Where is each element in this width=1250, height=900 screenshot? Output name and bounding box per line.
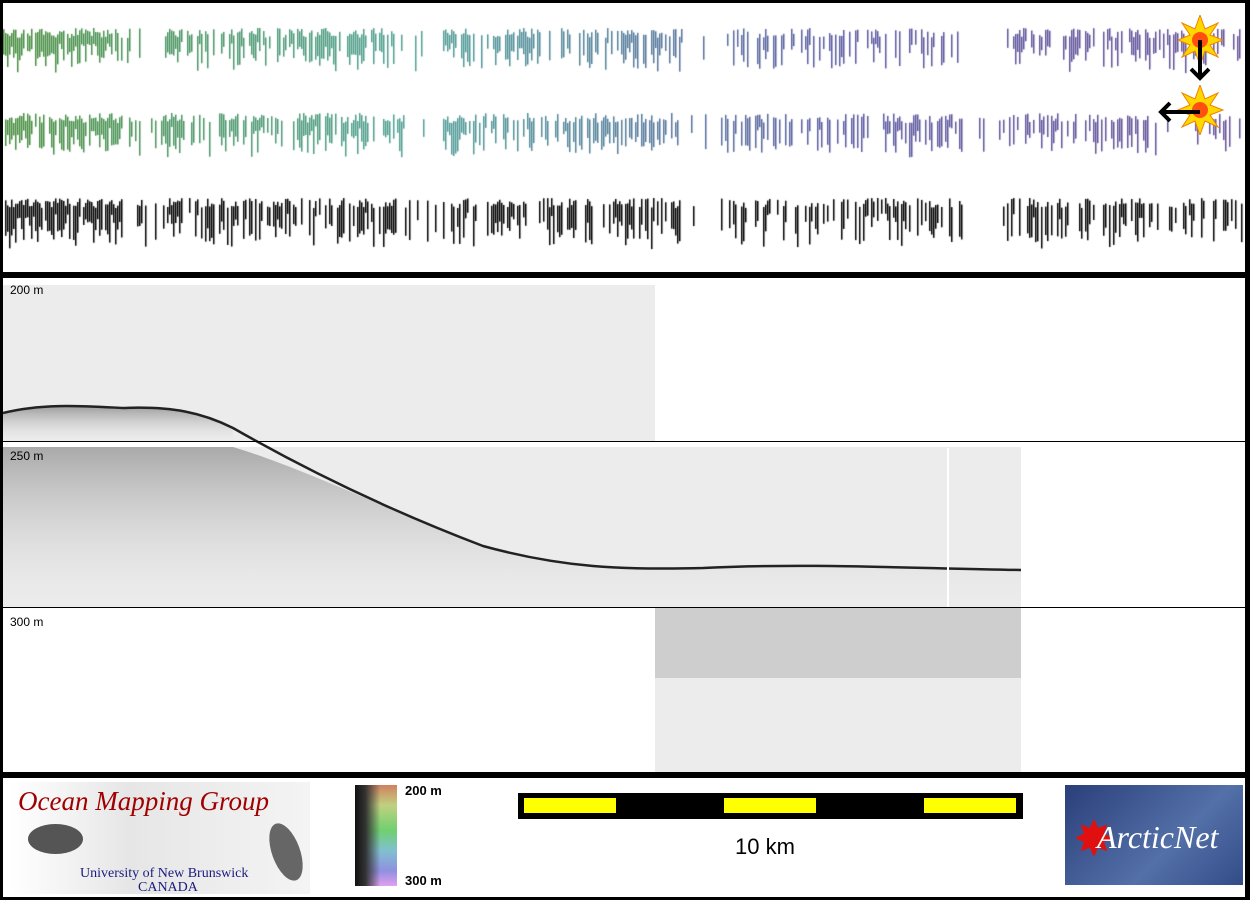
- backscatter-strips-panel: [3, 3, 1245, 272]
- depth-label-200: 200 m: [10, 283, 44, 297]
- depth-label-300: 300 m: [10, 615, 44, 629]
- sun-down-arrow-icon[interactable]: [1178, 15, 1223, 85]
- seafloor-profile: [3, 404, 1022, 678]
- subbottom-profile-panel: 200 m 250 m 300 m: [3, 278, 1245, 772]
- maple-leaf-icon: ✸: [1073, 811, 1115, 867]
- omg-university: University of New Brunswick: [80, 866, 249, 881]
- scale-bar-label: 10 km: [735, 834, 795, 859]
- omg-title: Ocean Mapping Group: [18, 786, 269, 816]
- arcticnet-logo[interactable]: ✸ ArcticNet: [1065, 785, 1243, 885]
- ship-silhouette-icon: [262, 819, 310, 885]
- colorbar-top-label: 200 m: [405, 783, 442, 798]
- ocean-mapping-group-logo[interactable]: Ocean Mapping Group University of New Br…: [10, 782, 310, 895]
- scale-bar-segment: [524, 798, 616, 813]
- depth-label-250: 250 m: [10, 449, 44, 463]
- arcticnet-text: ArcticNet: [1097, 819, 1219, 855]
- depth-colorbar: [355, 785, 397, 886]
- omg-country: CANADA: [138, 880, 198, 895]
- scale-bar-segment: [924, 798, 1016, 813]
- legend-panel: Ocean Mapping Group University of New Br…: [3, 778, 1245, 897]
- depth-gridline-300: [3, 607, 1245, 608]
- ship-silhouette-icon: [28, 824, 83, 854]
- scale-bar: [518, 793, 1023, 819]
- colorbar-bottom-label: 300 m: [405, 873, 442, 888]
- depth-gridline-250: [3, 441, 1245, 442]
- backscatter-strips: [3, 3, 1245, 272]
- sun-left-arrow-icon[interactable]: [1158, 85, 1228, 135]
- scale-bar-segment: [724, 798, 816, 813]
